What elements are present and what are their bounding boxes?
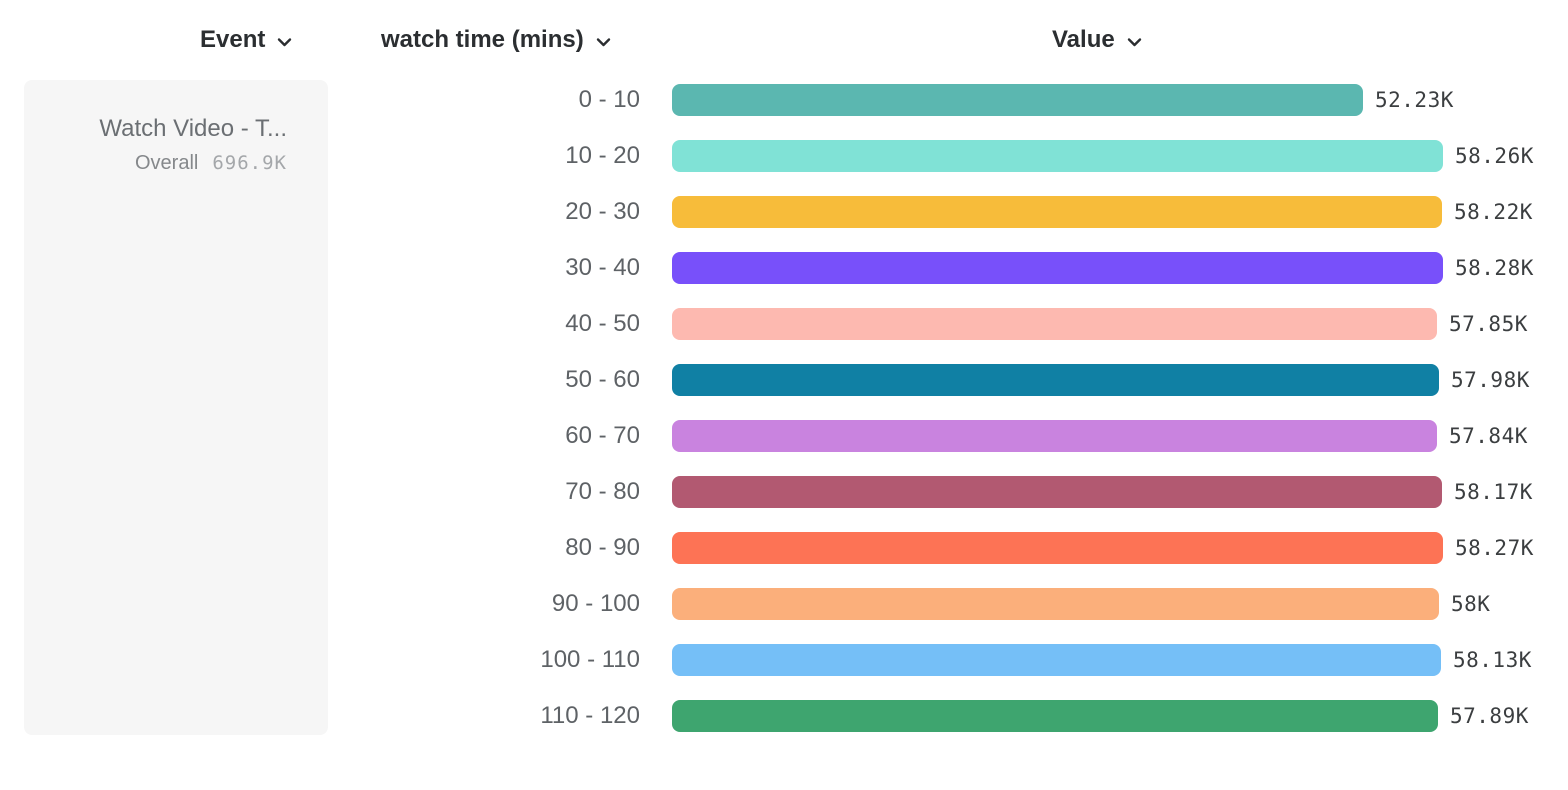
bar[interactable] bbox=[672, 84, 1363, 116]
bar-track: 58.28K bbox=[672, 252, 1568, 284]
bucket-label: 110 - 120 bbox=[540, 702, 640, 729]
bar-row: 80 - 90 58.27K bbox=[352, 520, 1568, 576]
bar-track: 58.22K bbox=[672, 196, 1568, 228]
bar-value-label: 58.22K bbox=[1454, 200, 1533, 224]
event-column-label: Event bbox=[200, 26, 266, 53]
bucket-label: 100 - 110 bbox=[540, 646, 640, 673]
bar-value-label: 57.89K bbox=[1450, 704, 1529, 728]
bucket-label: 90 - 100 bbox=[551, 590, 640, 617]
bucket-label: 80 - 90 bbox=[565, 534, 640, 561]
bar[interactable] bbox=[672, 476, 1442, 508]
bar[interactable] bbox=[672, 308, 1437, 340]
overall-value: 696.9K bbox=[212, 152, 287, 174]
bar-value-label: 57.85K bbox=[1449, 312, 1528, 336]
bar-row: 30 - 40 58.28K bbox=[352, 240, 1568, 296]
bar-row: 100 - 110 58.13K bbox=[352, 632, 1568, 688]
bar-value-label: 57.84K bbox=[1449, 424, 1528, 448]
overall-row: Overall 696.9K bbox=[40, 152, 287, 175]
bar-track: 57.89K bbox=[672, 700, 1568, 732]
bar-value-label: 58.13K bbox=[1453, 648, 1532, 672]
bar[interactable] bbox=[672, 252, 1443, 284]
event-name: Watch Video - T... bbox=[99, 115, 287, 142]
bucket-label: 10 - 20 bbox=[565, 142, 640, 169]
bar[interactable] bbox=[672, 364, 1439, 396]
bar-row: 0 - 10 52.23K bbox=[352, 72, 1568, 128]
bar-value-label: 57.98K bbox=[1451, 368, 1530, 392]
bar-track: 58K bbox=[672, 588, 1568, 620]
bar[interactable] bbox=[672, 644, 1441, 676]
value-column-header[interactable]: Value bbox=[1052, 26, 1142, 54]
chevron-down-icon bbox=[596, 37, 610, 46]
bar-row: 110 - 120 57.89K bbox=[352, 688, 1568, 744]
bucket-label: 60 - 70 bbox=[565, 422, 640, 449]
bar-value-label: 58.27K bbox=[1455, 536, 1534, 560]
breakdown-column-header[interactable]: watch time (mins) bbox=[381, 26, 611, 54]
bar-value-label: 58.26K bbox=[1455, 144, 1534, 168]
bar-value-label: 58.17K bbox=[1454, 480, 1533, 504]
bar[interactable] bbox=[672, 700, 1438, 732]
bar-row: 40 - 50 57.85K bbox=[352, 296, 1568, 352]
event-column-header[interactable]: Event bbox=[200, 26, 292, 54]
bar-row: 20 - 30 58.22K bbox=[352, 184, 1568, 240]
bar-track: 57.85K bbox=[672, 308, 1568, 340]
bucket-label: 30 - 40 bbox=[565, 254, 640, 281]
bar-row: 50 - 60 57.98K bbox=[352, 352, 1568, 408]
chevron-down-icon bbox=[278, 37, 292, 46]
bar-value-label: 58K bbox=[1451, 592, 1491, 616]
bar[interactable] bbox=[672, 532, 1443, 564]
chevron-down-icon bbox=[1127, 37, 1141, 46]
breakdown-column-label: watch time (mins) bbox=[381, 26, 584, 53]
bucket-label: 40 - 50 bbox=[565, 310, 640, 337]
bar-value-label: 52.23K bbox=[1375, 88, 1454, 112]
bucket-label: 50 - 60 bbox=[565, 366, 640, 393]
bucket-label: 20 - 30 bbox=[565, 198, 640, 225]
bar-row: 70 - 80 58.17K bbox=[352, 464, 1568, 520]
bar[interactable] bbox=[672, 140, 1443, 172]
bucket-label: 70 - 80 bbox=[565, 478, 640, 505]
bar-row: 10 - 20 58.26K bbox=[352, 128, 1568, 184]
bar-track: 58.27K bbox=[672, 532, 1568, 564]
bar[interactable] bbox=[672, 420, 1437, 452]
bar-row: 60 - 70 57.84K bbox=[352, 408, 1568, 464]
bar-row: 90 - 100 58K bbox=[352, 576, 1568, 632]
bar-track: 57.84K bbox=[672, 420, 1568, 452]
bar[interactable] bbox=[672, 588, 1439, 620]
bar-track: 58.26K bbox=[672, 140, 1568, 172]
bar-track: 52.23K bbox=[672, 84, 1568, 116]
bar[interactable] bbox=[672, 196, 1442, 228]
bar-track: 58.17K bbox=[672, 476, 1568, 508]
bucket-label: 0 - 10 bbox=[578, 86, 640, 113]
value-column-label: Value bbox=[1052, 26, 1115, 53]
overall-label: Overall bbox=[135, 152, 199, 174]
bar-value-label: 58.28K bbox=[1455, 256, 1534, 280]
event-card[interactable]: Watch Video - T... Overall 696.9K bbox=[24, 80, 328, 735]
bar-chart: 0 - 10 52.23K 10 - 20 58.26K 20 - 30 58.… bbox=[352, 72, 1568, 744]
bar-track: 57.98K bbox=[672, 364, 1568, 396]
bar-track: 58.13K bbox=[672, 644, 1568, 676]
